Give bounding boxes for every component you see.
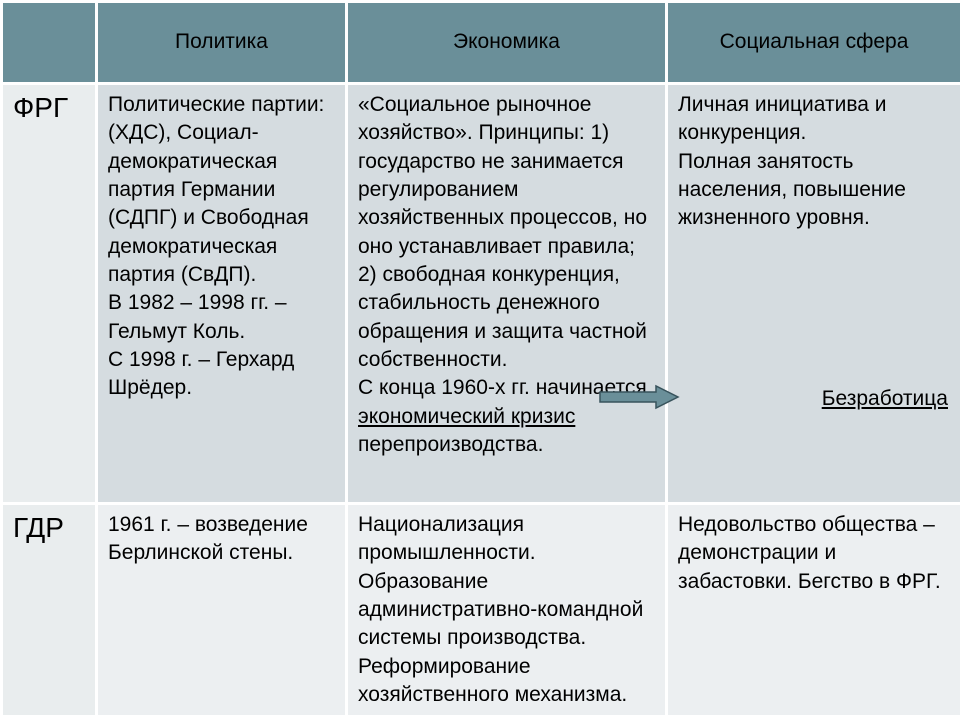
- frg-economy-pre: «Социальное рыночное хозяйство». Принцип…: [358, 93, 647, 399]
- cell-frg-economy: «Социальное рыночное хозяйство». Принцип…: [347, 84, 667, 504]
- cell-frg-politics: Политические партии: (ХДС), Социал-демок…: [97, 84, 347, 504]
- rowheader-gdr: ГДР: [2, 504, 97, 717]
- header-economy: Экономика: [347, 2, 667, 84]
- arrow-icon: [598, 383, 680, 411]
- cell-frg-social: Личная инициатива и конкуренция.Полная з…: [667, 84, 960, 504]
- frg-economy-post: перепроизводства.: [358, 433, 543, 456]
- row-gdr: ГДР 1961 г. – возведение Берлинской стен…: [2, 504, 960, 717]
- comparison-table: Политика Экономика Социальная сфера ФРГ …: [0, 0, 960, 718]
- header-social: Социальная сфера: [667, 2, 960, 84]
- cell-gdr-economy: Национализация промышленности. Образован…: [347, 504, 667, 717]
- frg-economy-crisis: экономический кризис: [358, 405, 575, 428]
- rowheader-frg: ФРГ: [2, 84, 97, 504]
- frg-social-text: Личная инициатива и конкуренция.Полная з…: [678, 93, 906, 229]
- cell-gdr-politics: 1961 г. – возведение Берлинской стены.: [97, 504, 347, 717]
- cell-gdr-social: Недовольство общества – демонстрации и з…: [667, 504, 960, 717]
- frg-social-unemployment: Безработица: [822, 385, 948, 413]
- header-row: Политика Экономика Социальная сфера: [2, 2, 960, 84]
- header-blank: [2, 2, 97, 84]
- header-politics: Политика: [97, 2, 347, 84]
- row-frg: ФРГ Политические партии: (ХДС), Социал-д…: [2, 84, 960, 504]
